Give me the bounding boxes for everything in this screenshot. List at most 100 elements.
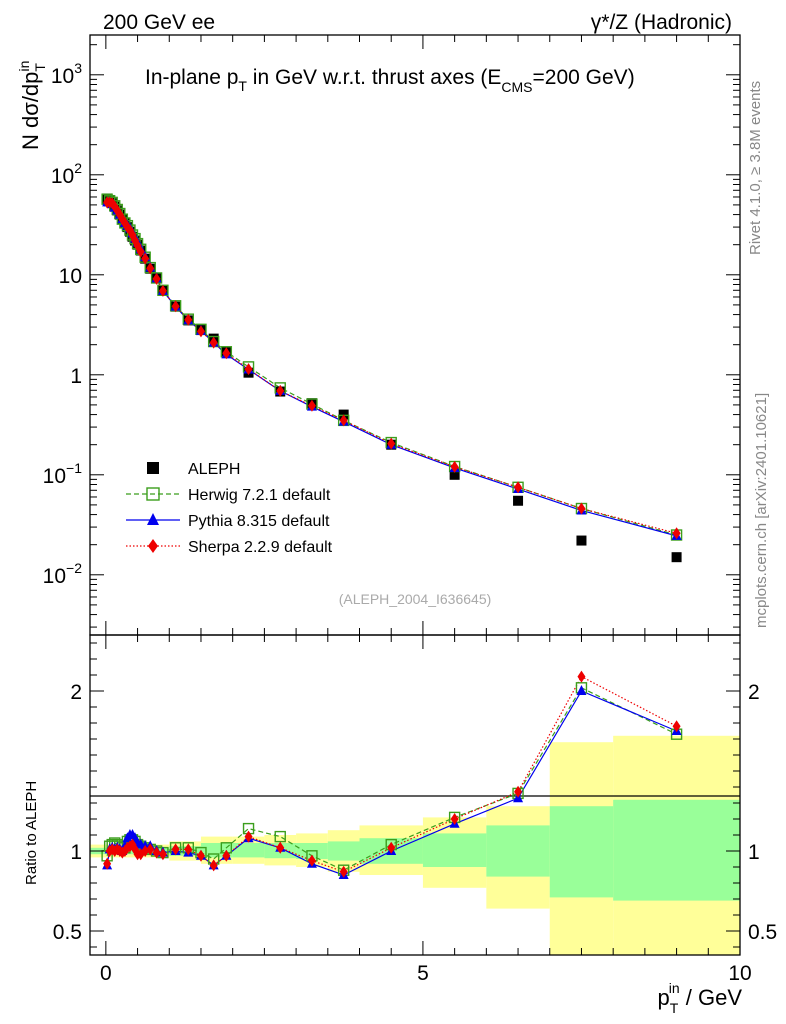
main-series-line bbox=[107, 201, 677, 534]
ratio-band-inner bbox=[169, 846, 201, 856]
legend-label: Pythia 8.315 default bbox=[188, 513, 330, 530]
ratio-band-inner bbox=[486, 825, 550, 877]
legend-label: ALEPH bbox=[188, 461, 240, 478]
ratio-frame bbox=[89, 634, 741, 956]
ratio-data-point bbox=[339, 865, 348, 878]
main-y-ticks: 10−2 10−1 1 10 102 103 bbox=[43, 44, 740, 628]
ratio-data-point bbox=[141, 845, 150, 857]
ratio-data-point bbox=[514, 785, 523, 798]
main-data-point bbox=[450, 460, 459, 473]
main-y-tick-label: 103 bbox=[51, 60, 82, 88]
main-data-point bbox=[576, 535, 587, 546]
ratio-data-point bbox=[196, 849, 205, 862]
ratio-data-point bbox=[387, 841, 396, 854]
ratio-data-point bbox=[184, 843, 193, 856]
ratio-data-point bbox=[672, 720, 681, 733]
ratio-y-tick-label: 0.5 bbox=[53, 921, 82, 944]
main-data-point bbox=[146, 262, 155, 275]
ratio-y-tick-label: 2 bbox=[70, 681, 82, 704]
ratio-band-inner bbox=[422, 833, 487, 867]
main-data-point bbox=[449, 469, 460, 480]
ratio-data-point bbox=[103, 857, 112, 870]
ratio-data-point bbox=[274, 830, 286, 843]
legend-label: Sherpa 2.2.9 default bbox=[188, 539, 333, 556]
ratio-band-inner bbox=[549, 806, 614, 898]
main-data-point bbox=[152, 272, 161, 285]
ratio-y-axis-title: Ratio to ALEPH bbox=[23, 781, 40, 885]
ratio-ticks: 0 5 10 0.5 0.5 1 1 2 2 bbox=[53, 635, 777, 985]
main-data-point bbox=[513, 495, 524, 506]
ratio-panel: 0 5 10 0.5 0.5 1 1 2 2 Ratio to ALEPH pTin / GeV bbox=[23, 634, 777, 1016]
ratio-y-tick-label-right: 1 bbox=[748, 841, 760, 864]
main-x-ticks bbox=[105, 35, 741, 635]
legend-marker bbox=[147, 513, 159, 525]
legend-label: Herwig 7.2.1 default bbox=[188, 487, 331, 504]
main-y-tick-label: 1 bbox=[70, 365, 82, 388]
main-series-group bbox=[101, 193, 683, 563]
x-axis-title-sub: T bbox=[670, 1000, 679, 1016]
main-series-line bbox=[107, 201, 677, 537]
main-data-point bbox=[307, 399, 316, 412]
ratio-x-tick-label: 10 bbox=[728, 962, 751, 985]
main-title: In-plane pT in GeV w.r.t. thrust axes (E… bbox=[145, 66, 635, 95]
ratio-band-inner bbox=[327, 841, 360, 861]
side-mcplots-label: mcplots.cern.ch [arXiv:2401.10621] bbox=[753, 393, 770, 628]
main-data-point bbox=[577, 502, 586, 515]
main-data-point bbox=[141, 252, 150, 265]
legend-marker bbox=[148, 539, 158, 553]
legend: ALEPH Herwig 7.2.1 default Pythia 8.315 de… bbox=[126, 461, 333, 556]
x-axis-title-unit: / GeV bbox=[680, 985, 743, 1010]
ratio-data-point bbox=[152, 846, 161, 859]
header-process-label: γ*/Z (Hadronic) bbox=[591, 11, 732, 34]
svg-text:N dσ/dpTin: N dσ/dpTin bbox=[16, 61, 48, 150]
main-data-point bbox=[244, 363, 253, 376]
main-data-point bbox=[514, 481, 523, 494]
ratio-x-tick-label: 5 bbox=[417, 962, 429, 985]
main-data-point bbox=[136, 245, 145, 258]
main-panel: 10−2 10−1 1 10 102 103 In-plane pT in GeV w.r… bbox=[16, 34, 741, 636]
ratio-data-point bbox=[146, 843, 155, 856]
main-data-point bbox=[387, 437, 396, 450]
x-axis-title: pTin / GeV bbox=[657, 980, 742, 1016]
x-axis-title-sup: in bbox=[669, 980, 680, 996]
main-data-point bbox=[672, 527, 681, 540]
ratio-data-point bbox=[276, 841, 285, 854]
main-data-point bbox=[171, 300, 180, 313]
ratio-data-point bbox=[307, 854, 316, 867]
main-y-tick-label: 102 bbox=[51, 160, 82, 188]
ratio-data-point bbox=[209, 859, 218, 872]
legend-marker bbox=[147, 462, 159, 474]
ratio-band-inner bbox=[613, 799, 740, 901]
main-series-line bbox=[106, 198, 677, 536]
ratio-series-group bbox=[101, 670, 683, 879]
ratio-band-inner bbox=[232, 843, 265, 858]
main-y-tick-label: 10 bbox=[59, 265, 82, 288]
main-data-point bbox=[184, 313, 193, 326]
ratio-data-point bbox=[158, 848, 167, 861]
main-y-tick-label: 10−2 bbox=[43, 560, 83, 588]
x-axis-title-base: p bbox=[657, 985, 669, 1010]
ratio-data-point bbox=[222, 849, 231, 862]
ratio-data-point bbox=[576, 685, 587, 695]
ratio-x-tick-label: 0 bbox=[100, 962, 112, 985]
main-data-point bbox=[222, 347, 231, 360]
ratio-y-tick-label-right: 2 bbox=[748, 681, 760, 704]
main-y-tick-label: 10−1 bbox=[43, 460, 83, 488]
header-energy-label: 200 GeV ee bbox=[103, 11, 215, 34]
ratio-data-point bbox=[577, 670, 586, 683]
legend-marker bbox=[146, 487, 160, 501]
ratio-data-point bbox=[450, 813, 459, 825]
main-data-point bbox=[339, 414, 348, 427]
side-rivet-label: Rivet 4.1.0, ≥ 3.8M events bbox=[747, 81, 764, 255]
main-data-point bbox=[158, 284, 167, 297]
main-data-point bbox=[196, 325, 205, 338]
ratio-y-tick-label-right: 0.5 bbox=[748, 921, 777, 944]
main-y-axis-title: N dσ/dpTin bbox=[16, 61, 48, 150]
main-data-point bbox=[209, 336, 218, 349]
ratio-y-tick-label: 1 bbox=[70, 841, 82, 864]
main-data-point bbox=[276, 384, 285, 397]
analysis-watermark: (ALEPH_2004_I636645) bbox=[339, 591, 492, 607]
ratio-data-point bbox=[171, 843, 180, 856]
main-data-point bbox=[671, 552, 682, 563]
